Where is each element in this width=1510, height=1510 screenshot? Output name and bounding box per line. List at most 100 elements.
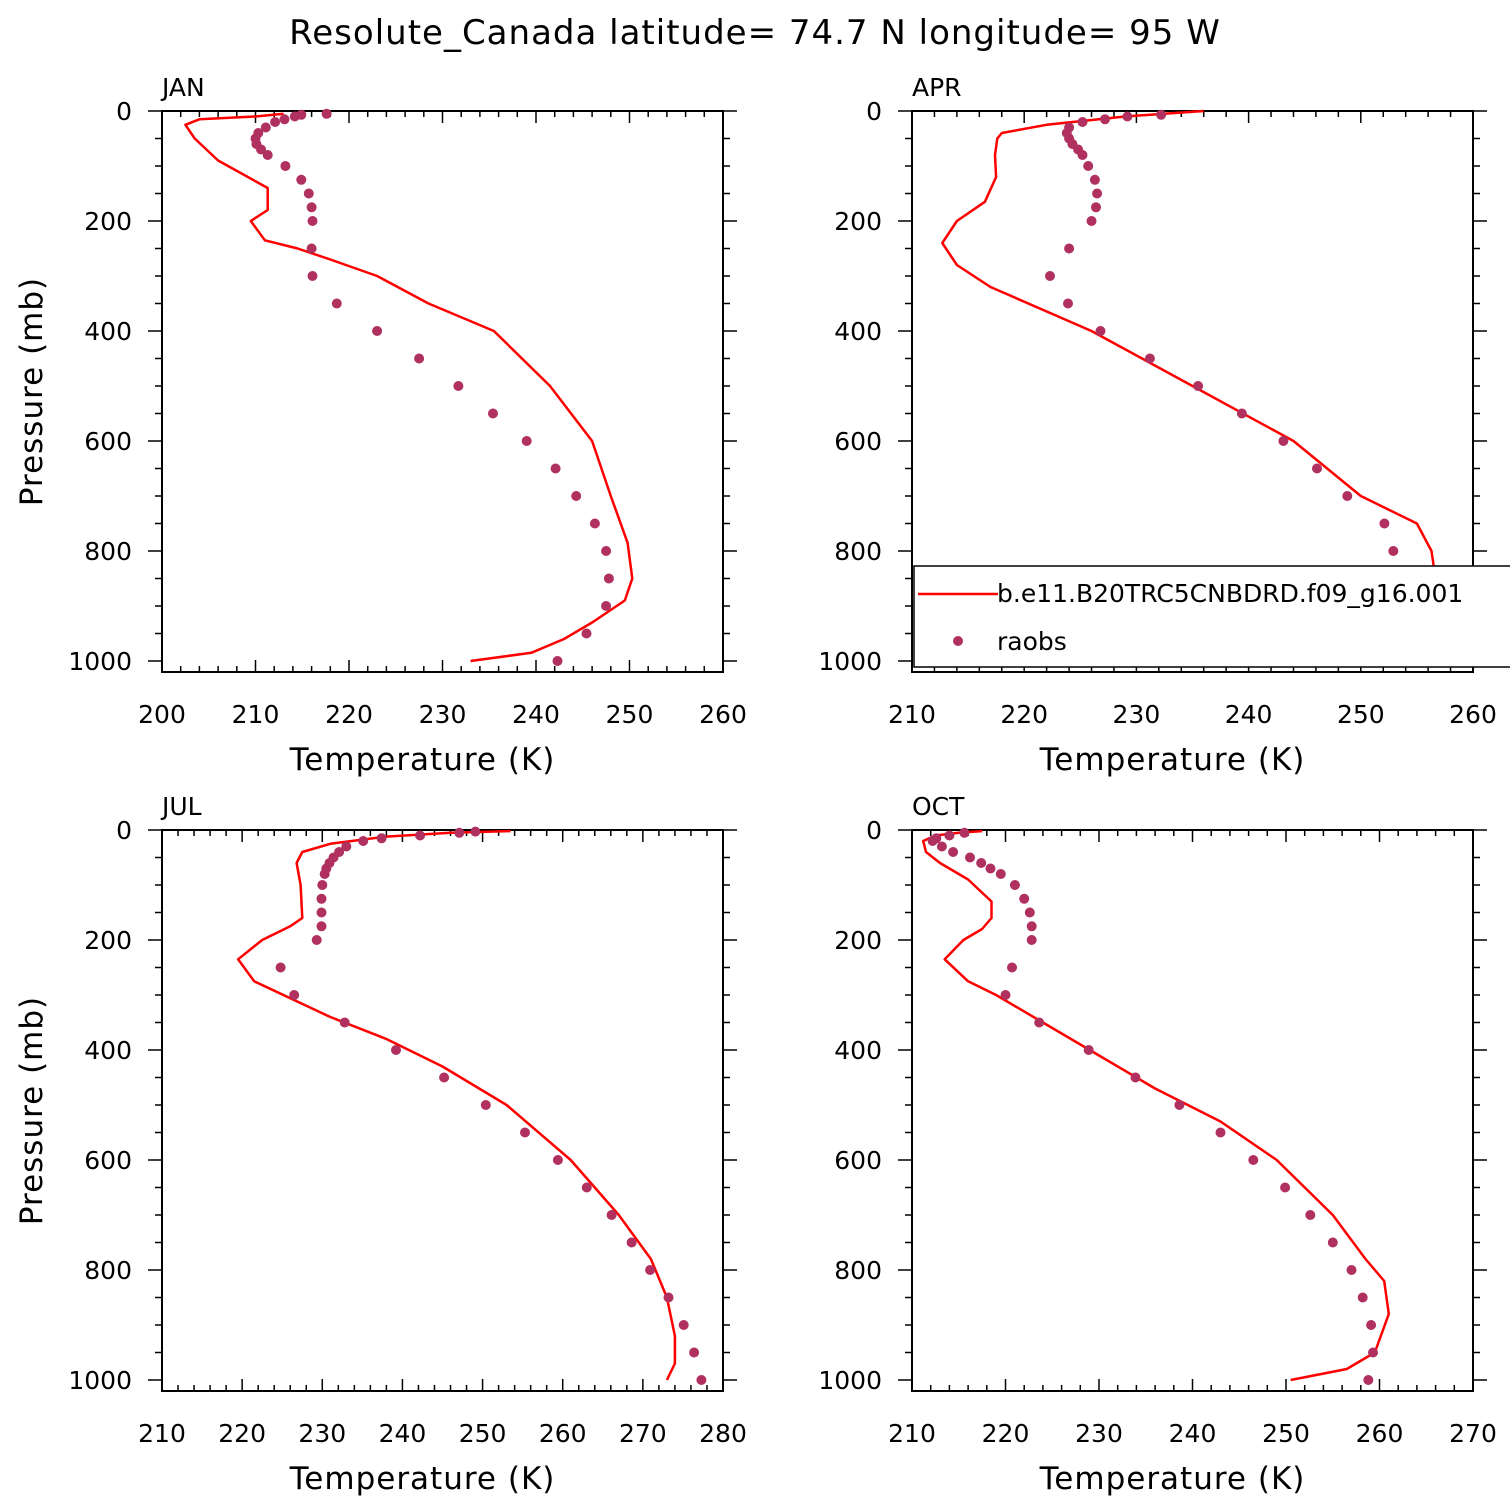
obs-point-oct bbox=[1327, 1237, 1338, 1248]
y-axis-title: Pressure (mb) bbox=[14, 277, 50, 506]
obs-point-apr bbox=[1064, 243, 1075, 254]
obs-point-jan bbox=[260, 122, 271, 133]
x-tick-label: 210 bbox=[232, 700, 280, 729]
obs-point-jul bbox=[520, 1127, 530, 1138]
obs-point-jul bbox=[376, 833, 387, 844]
plot-frame-jul bbox=[161, 829, 724, 1392]
x-tick-label: 260 bbox=[1356, 1419, 1404, 1448]
x-axis-title: Temperature (K) bbox=[289, 1461, 556, 1497]
obs-point-jan bbox=[262, 150, 273, 160]
obs-point-apr bbox=[1156, 109, 1167, 120]
x-tick-label: 250 bbox=[1262, 1419, 1310, 1448]
x-tick-label: 200 bbox=[138, 700, 186, 729]
obs-point-oct bbox=[1130, 1072, 1141, 1083]
obs-point-jul bbox=[689, 1347, 700, 1358]
obs-point-apr bbox=[1144, 353, 1155, 364]
obs-point-jan bbox=[321, 108, 332, 119]
y-tick-label: 200 bbox=[84, 926, 132, 955]
obs-point-oct bbox=[1215, 1127, 1226, 1138]
obs-point-jul bbox=[696, 1375, 707, 1385]
obs-point-jan bbox=[306, 202, 317, 213]
obs-point-oct bbox=[1305, 1210, 1316, 1220]
x-tick-label: 260 bbox=[539, 1419, 587, 1448]
obs-point-oct bbox=[1009, 880, 1020, 890]
obs-point-apr bbox=[1312, 463, 1322, 474]
x-tick-label: 210 bbox=[138, 1419, 186, 1448]
obs-point-jan bbox=[303, 188, 314, 199]
obs-point-jul bbox=[454, 827, 465, 838]
legend-obs-label: raobs bbox=[997, 627, 1067, 656]
obs-point-apr bbox=[1086, 216, 1097, 226]
obs-point-jul bbox=[317, 880, 328, 890]
y-tick-label: 400 bbox=[834, 317, 882, 346]
x-tick-label: 220 bbox=[1000, 700, 1048, 729]
legend: b.e11.B20TRC5CNBDRD.f09_g16.001 raobs bbox=[913, 565, 1510, 668]
obs-point-jan bbox=[601, 601, 612, 611]
obs-point-jul bbox=[334, 847, 345, 857]
obs-point-jul bbox=[439, 1072, 450, 1083]
obs-point-oct bbox=[976, 858, 987, 868]
x-tick-label: 240 bbox=[1169, 1419, 1217, 1448]
obs-point-oct bbox=[1248, 1155, 1259, 1165]
x-tick-label: 260 bbox=[699, 700, 747, 729]
x-tick-label: 270 bbox=[1449, 1419, 1497, 1448]
obs-point-oct bbox=[985, 863, 996, 874]
x-tick-label: 260 bbox=[1449, 700, 1497, 729]
model-line-jul bbox=[236, 829, 677, 1381]
x-tick-label: 210 bbox=[888, 1419, 936, 1448]
x-tick-label: 240 bbox=[512, 700, 560, 729]
obs-point-jul bbox=[316, 893, 327, 904]
y-tick-label: 800 bbox=[84, 537, 132, 566]
obs-point-apr bbox=[1278, 436, 1289, 446]
panel-label-oct: OCT bbox=[912, 792, 965, 821]
obs-point-jan bbox=[307, 271, 318, 281]
obs-point-apr bbox=[1193, 381, 1204, 391]
obs-point-apr bbox=[1095, 326, 1106, 336]
obs-point-jan bbox=[581, 628, 592, 639]
obs-point-jan bbox=[571, 491, 582, 501]
obs-point-apr bbox=[1342, 491, 1353, 501]
legend-box bbox=[913, 565, 1510, 668]
obs-point-jul bbox=[480, 1100, 491, 1110]
y-tick-label: 200 bbox=[834, 207, 882, 236]
obs-point-jul bbox=[645, 1265, 656, 1275]
y-tick-label: 0 bbox=[116, 816, 132, 845]
x-tick-label: 230 bbox=[298, 1419, 346, 1448]
obs-point-oct bbox=[995, 869, 1006, 879]
y-axis-title: Pressure (mb) bbox=[14, 996, 50, 1225]
obs-point-oct bbox=[1083, 1045, 1094, 1055]
obs-point-jan bbox=[270, 117, 281, 127]
y-tick-label: 1000 bbox=[818, 1366, 882, 1395]
x-tick-label: 220 bbox=[325, 700, 373, 729]
obs-point-oct bbox=[1026, 935, 1037, 945]
obs-point-oct bbox=[936, 841, 947, 852]
model-line-jan bbox=[184, 112, 634, 663]
figure-title: Resolute_Canada latitude= 74.7 N longitu… bbox=[289, 13, 1221, 53]
obs-point-jan bbox=[414, 353, 425, 364]
y-tick-label: 800 bbox=[834, 1256, 882, 1285]
obs-point-oct bbox=[944, 830, 955, 841]
obs-point-jan bbox=[589, 518, 600, 529]
obs-point-jul bbox=[289, 990, 300, 1000]
y-tick-label: 800 bbox=[834, 537, 882, 566]
obs-point-oct bbox=[1000, 990, 1011, 1000]
obs-point-oct bbox=[1368, 1347, 1378, 1358]
obs-point-jul bbox=[552, 1155, 563, 1165]
obs-point-jan bbox=[488, 408, 498, 419]
x-tick-label: 250 bbox=[459, 1419, 507, 1448]
obs-point-jul bbox=[678, 1320, 689, 1330]
obs-point-jul bbox=[606, 1210, 617, 1220]
legend-obs-marker bbox=[953, 636, 963, 646]
obs-point-apr bbox=[1092, 188, 1103, 199]
obs-point-apr bbox=[1388, 546, 1399, 556]
x-tick-label: 230 bbox=[419, 700, 467, 729]
obs-point-oct bbox=[1019, 893, 1030, 904]
x-tick-label: 240 bbox=[1225, 700, 1273, 729]
obs-point-jan bbox=[296, 174, 307, 185]
x-axis-title: Temperature (K) bbox=[1039, 742, 1306, 778]
obs-point-jul bbox=[663, 1292, 674, 1303]
obs-point-oct bbox=[1174, 1100, 1185, 1110]
x-axis-title: Temperature (K) bbox=[289, 742, 556, 778]
obs-point-jan bbox=[552, 656, 563, 666]
